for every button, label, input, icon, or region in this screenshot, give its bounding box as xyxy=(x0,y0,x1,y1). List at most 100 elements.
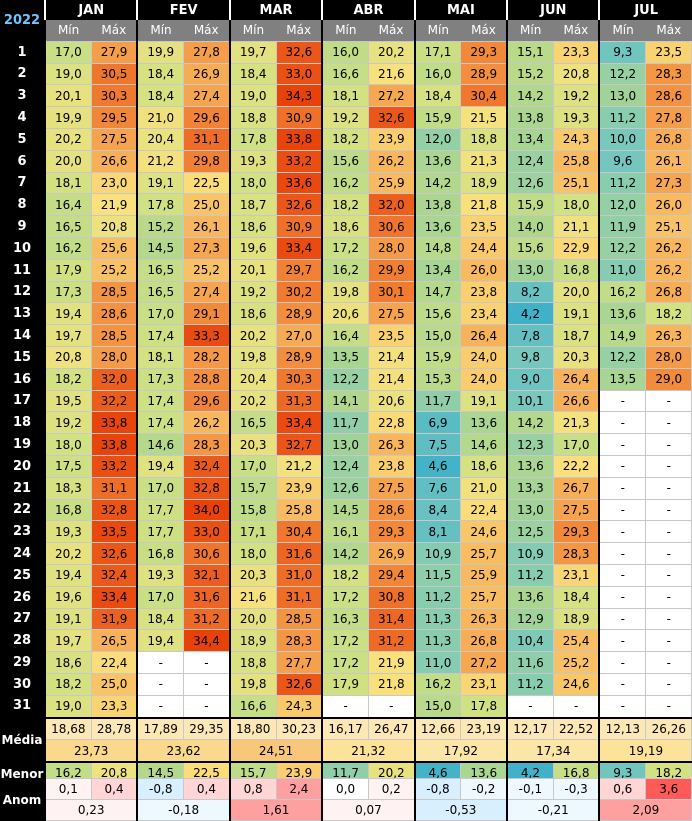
temperature-cell: 30,4 xyxy=(275,520,323,544)
temperature-cell: - xyxy=(645,433,692,456)
day-row: 7 18,1 23,0 19,1 22,5 18,0 33,6 16,2 25,9 14,2 18,… xyxy=(0,171,692,195)
temperature-cell: 12,3 xyxy=(506,433,554,456)
temperature-cell: 13,5 xyxy=(321,345,369,369)
temperature-cell: 17,7 xyxy=(136,520,185,544)
temperature-cell: 18,6 xyxy=(460,454,508,478)
temperature-cell: 21,5 xyxy=(460,106,508,129)
day-number: 22 xyxy=(0,499,45,521)
temperature-cell: 28,0 xyxy=(645,345,692,369)
temperature-cell: 9,6 xyxy=(598,149,647,173)
temperature-cell: - xyxy=(598,672,647,696)
temperature-cell: - xyxy=(645,694,692,719)
temperature-cell: 15,3 xyxy=(413,367,462,391)
temperature-cell: 20,3 xyxy=(228,433,277,456)
temperature-cell: 21,9 xyxy=(90,193,138,217)
temperature-cell: 21,1 xyxy=(552,215,600,238)
temperature-cell: 29,9 xyxy=(367,258,416,282)
temperature-cell: 33,4 xyxy=(90,585,138,609)
temperature-cell: - xyxy=(645,411,692,435)
temperature-cell: 33,0 xyxy=(275,62,323,86)
temperature-cell: 19,2 xyxy=(552,84,600,108)
temperature-cell: 14,7 xyxy=(413,280,462,304)
media-average-row: 23,73 23,62 24,51 21,32 17,92 17,34 19,19 xyxy=(0,739,692,763)
temperature-cell: 19,6 xyxy=(43,585,92,609)
anomaly-average-cell: 2,09 xyxy=(598,799,692,821)
temperature-cell: 28,8 xyxy=(183,367,231,391)
temperature-cell: 16,2 xyxy=(413,672,462,696)
temperature-cell: 12,6 xyxy=(506,171,554,195)
temperature-cell: 18,1 xyxy=(43,171,92,195)
day-row: 8 16,4 21,9 17,8 25,0 18,7 32,6 18,2 32,0 13,8 21,… xyxy=(0,193,692,217)
temperature-cell: 32,6 xyxy=(90,542,138,565)
day-number: 13 xyxy=(0,302,45,325)
temperature-cell: 26,9 xyxy=(183,62,231,86)
temperature-cell: 14,6 xyxy=(136,433,185,456)
max-subheader: Máx xyxy=(368,20,415,42)
day-row: 11 17,9 25,2 16,5 25,2 20,1 29,7 16,2 29,9 13,4 26… xyxy=(0,258,692,282)
temperature-cell: 10,0 xyxy=(598,127,647,151)
temperature-cell: 19,5 xyxy=(43,389,92,413)
temperature-cell: 27,8 xyxy=(183,40,231,64)
temperature-cell: 20,8 xyxy=(43,345,92,369)
media-cell: 23,19 xyxy=(460,716,508,741)
temperature-cell: 6,9 xyxy=(413,411,462,435)
temperature-cell: 19,4 xyxy=(136,454,185,478)
anomaly-average-cell: -0,21 xyxy=(506,799,600,821)
temperature-cell: 29,3 xyxy=(367,520,416,544)
day-row: 30 18,2 25,0- -19,8 32,6 17,9 21,8 16,2 23,1 11,2… xyxy=(0,672,692,696)
day-row: 29 18,6 22,4- -18,8 27,7 17,2 21,9 11,0 27,2 11,6… xyxy=(0,651,692,674)
day-number: 21 xyxy=(0,477,45,500)
temperature-cell: 18,2 xyxy=(645,302,692,326)
temperature-cell: 18,9 xyxy=(228,629,277,653)
temperature-cell: 18,0 xyxy=(228,542,277,565)
temperature-cell: 10,9 xyxy=(506,542,554,565)
temperature-cell: 14,1 xyxy=(321,389,369,413)
temperature-cell: - xyxy=(598,411,647,435)
temperature-cell: 13,6 xyxy=(506,454,554,478)
temperature-cell: 18,4 xyxy=(136,62,185,86)
temperature-cell: 30,9 xyxy=(275,106,323,129)
temperature-cell: 18,6 xyxy=(228,302,277,326)
temperature-cell: 15,9 xyxy=(413,106,462,129)
media-average-cell: 17,92 xyxy=(413,739,508,763)
temperature-cell: 14,2 xyxy=(506,84,554,108)
temperature-cell: 10,9 xyxy=(413,542,462,565)
day-number: 18 xyxy=(0,411,45,434)
temperature-cell: 25,1 xyxy=(552,171,600,195)
temperature-cell: 25,0 xyxy=(183,193,231,217)
temperature-cell: 26,2 xyxy=(645,258,692,282)
temperature-cell: 16,1 xyxy=(321,520,369,544)
day-number: 2 xyxy=(0,63,45,85)
media-row: Média 18,68 28,78 17,89 29,35 18,80 30,23 16,17… xyxy=(0,716,692,763)
temperature-cell: 12,2 xyxy=(321,367,369,391)
temperature-cell: 16,6 xyxy=(228,694,277,719)
temperature-cell: 19,7 xyxy=(43,324,92,347)
temperature-cell: 32,2 xyxy=(90,389,138,413)
temperature-cell: - xyxy=(598,585,647,609)
temperature-cell: - xyxy=(183,651,231,674)
day-row: 1 17,0 27,9 19,9 27,8 19,7 32,6 16,0 20,2 17,1 29,… xyxy=(0,40,692,64)
anomaly-cell: 0,0 xyxy=(321,778,369,800)
temperature-cell: 19,7 xyxy=(43,629,92,653)
temperature-cell: 27,4 xyxy=(183,84,231,108)
temperature-cell: 26,0 xyxy=(645,193,692,217)
temperature-cell: 27,9 xyxy=(90,40,138,64)
day-number: 5 xyxy=(0,128,45,151)
temperature-cell: 24,0 xyxy=(460,367,508,391)
temperature-cell: 27,0 xyxy=(275,324,323,347)
temperature-cell: 19,0 xyxy=(43,62,92,86)
day-number: 1 xyxy=(0,41,45,64)
temperature-cell: 28,3 xyxy=(275,629,323,653)
temperature-cell: 16,8 xyxy=(136,542,185,565)
temperature-cell: 13,0 xyxy=(506,258,554,282)
temperature-cell: 20,0 xyxy=(552,280,600,304)
temperature-cell: 16,5 xyxy=(228,411,277,435)
day-row: 5 20,2 27,5 20,4 31,1 17,8 33,8 18,2 23,9 12,0 18,… xyxy=(0,127,692,151)
temperature-cell: 21,9 xyxy=(367,651,416,674)
day-row: 17 19,5 32,2 17,4 29,6 20,2 31,3 14,1 20,6 11,7 19… xyxy=(0,389,692,413)
temperature-cell: 16,0 xyxy=(321,40,369,64)
temperature-cell: 17,5 xyxy=(43,454,92,478)
day-number: 9 xyxy=(0,215,45,238)
day-number: 28 xyxy=(0,629,45,652)
temperature-cell: 30,6 xyxy=(183,542,231,565)
